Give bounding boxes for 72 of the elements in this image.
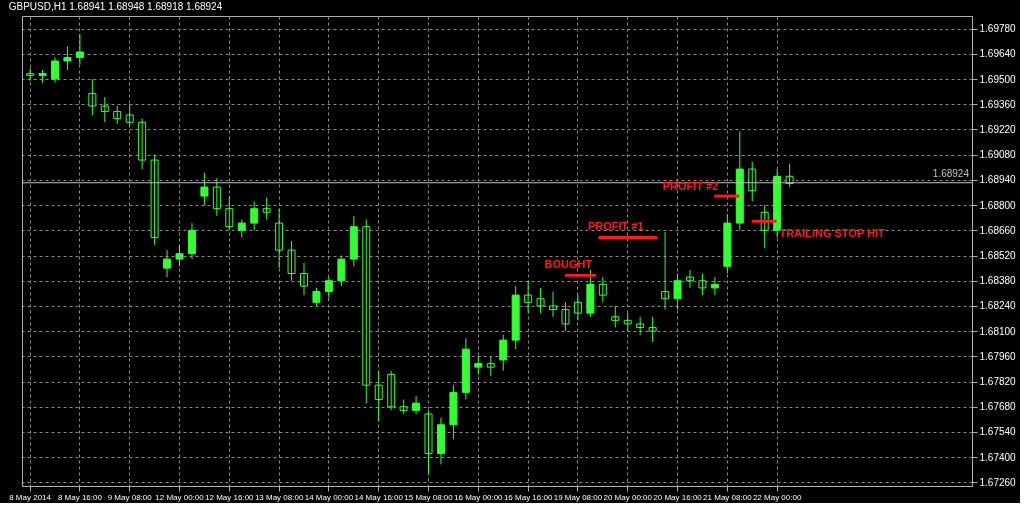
candlestick [100, 96, 109, 123]
candlestick [237, 218, 246, 238]
candlestick [175, 244, 184, 267]
candlestick [586, 269, 595, 318]
candlestick [449, 384, 458, 440]
candlestick [623, 312, 632, 332]
y-tick-label: 1.69640 [979, 48, 1017, 60]
y-tick-label: 1.67820 [979, 376, 1017, 388]
y-tick-label: 1.68100 [979, 325, 1017, 337]
x-tick-label: 20 May 16:00 [653, 492, 703, 502]
y-tick-label: 1.67540 [979, 426, 1017, 438]
candlestick [598, 276, 607, 303]
ref-line-label: TRAILING STOP HIT [779, 227, 886, 240]
ref-line-label: 1.68924 [932, 167, 970, 179]
ref-line-label: PROFIT #1 [587, 220, 644, 233]
x-tick-label: 14 May 00:00 [304, 492, 354, 502]
y-tick-label: 1.68940 [979, 174, 1017, 186]
candlestick [337, 255, 346, 287]
candlestick [399, 399, 408, 415]
x-tick-label: 12 May 16:00 [205, 492, 255, 502]
x-tick-label: 8 May 2014 [9, 492, 52, 502]
candlestick [561, 301, 570, 332]
x-tick-label: 12 May 00:00 [155, 492, 205, 502]
candlestick [698, 273, 707, 296]
candlestick [636, 316, 645, 336]
ref-line-label: BOUGHT [544, 258, 593, 271]
x-tick-label: 22 May 00:00 [752, 492, 802, 502]
candlestick [486, 355, 495, 377]
y-tick-label: 1.69780 [979, 23, 1017, 35]
y-tick-label: 1.67960 [979, 350, 1017, 362]
candlestick [38, 69, 47, 84]
y-tick-label: 1.68800 [979, 199, 1017, 211]
candlestick [536, 287, 545, 314]
candlestick [63, 46, 72, 71]
y-tick-label: 1.68660 [979, 224, 1017, 236]
x-tick-label: 16 May 16:00 [503, 492, 553, 502]
x-tick-label: 9 May 08:00 [107, 492, 153, 502]
y-tick-label: 1.69080 [979, 149, 1017, 161]
x-tick-label: 19 May 08:00 [553, 492, 603, 502]
candlestick [200, 172, 209, 206]
candlestick [474, 355, 483, 375]
candlestick [125, 103, 134, 127]
y-tick-label: 1.69360 [979, 98, 1017, 110]
y-tick-label: 1.69220 [979, 123, 1017, 135]
candlestick [648, 316, 657, 343]
y-tick-label: 1.68240 [979, 300, 1017, 312]
y-tick-label: 1.67260 [979, 476, 1017, 488]
candlestick [262, 197, 271, 220]
candlestick [250, 200, 259, 231]
candlestick [287, 240, 296, 282]
x-tick-label: 16 May 00:00 [454, 492, 504, 502]
x-tick-label: 13 May 08:00 [254, 492, 304, 502]
x-tick-label: 20 May 00:00 [603, 492, 653, 502]
x-tick-label: 14 May 16:00 [354, 492, 404, 502]
x-tick-label: 15 May 08:00 [404, 492, 454, 502]
ref-line-label: PROFIT #2 [662, 180, 719, 193]
y-tick-label: 1.69500 [979, 73, 1017, 85]
candlestick [611, 305, 620, 329]
candlestick [499, 334, 508, 372]
x-tick-label: 8 May 16:00 [57, 492, 103, 502]
candlestick [312, 287, 321, 307]
candlestick [150, 154, 159, 246]
y-tick-label: 1.67400 [979, 451, 1017, 463]
candlestick [511, 285, 520, 350]
candlestick [424, 409, 433, 474]
y-tick-label: 1.68380 [979, 275, 1017, 287]
y-tick-label: 1.68520 [979, 250, 1017, 261]
chart-title: GBPUSD,H1 1.68941 1.68948 1.68918 1.68924 [8, 1, 223, 12]
y-tick-label: 1.67680 [979, 401, 1017, 413]
candlestick [673, 273, 682, 311]
x-tick-label: 21 May 08:00 [703, 492, 753, 502]
candlestick [88, 78, 97, 116]
